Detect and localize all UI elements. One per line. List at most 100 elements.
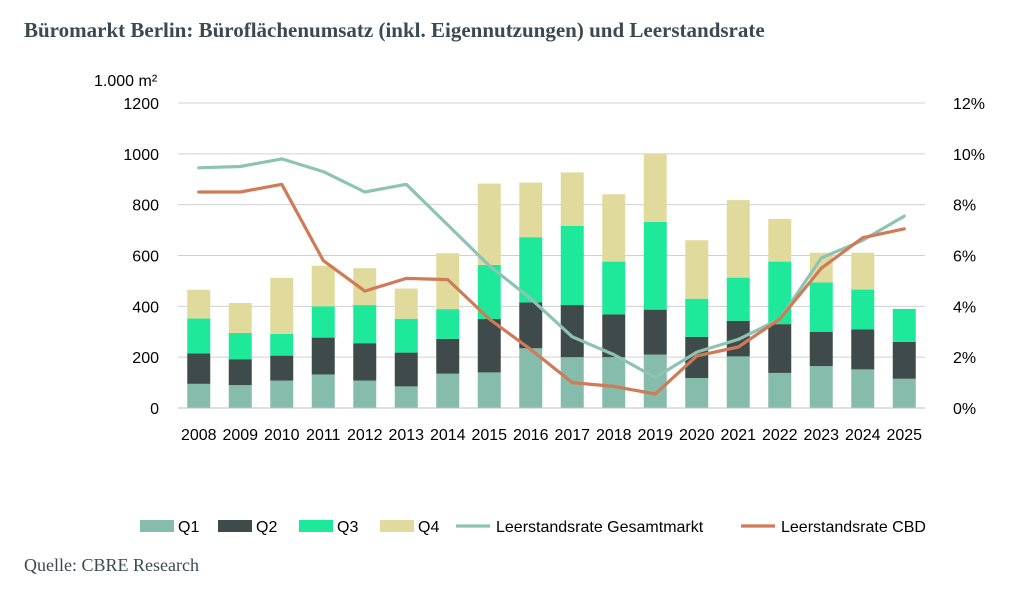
bar-q2-2010 [270, 355, 294, 381]
bar-q3-2022 [768, 261, 792, 325]
bar-q2-2025 [892, 341, 916, 379]
x-tick-label: 2024 [845, 427, 881, 444]
bar-q3-2009 [228, 333, 252, 360]
bar-q4-2017 [560, 172, 584, 226]
y-unit-label: 1.000 m² [94, 73, 158, 90]
bar-q3-2025 [892, 308, 916, 342]
bar-q4-2016 [519, 182, 543, 238]
legend-swatch [380, 520, 414, 532]
y-tick-label: 1200 [123, 96, 159, 113]
x-tick-label: 2014 [430, 427, 466, 444]
lines [197, 157, 906, 396]
bar-q1-2013 [394, 386, 418, 408]
bar-q2-2014 [436, 338, 460, 374]
bar-q1-2023 [809, 366, 833, 408]
bar-q3-2019 [643, 221, 667, 310]
y-tick-label: 1000 [123, 147, 159, 164]
y2-tick-label: 0% [953, 401, 976, 418]
source-note: Quelle: CBRE Research [24, 555, 199, 575]
y-tick-label: 200 [132, 350, 159, 367]
bar-q4-2008 [187, 289, 211, 319]
bar-q2-2011 [311, 337, 335, 375]
bar-q3-2010 [270, 333, 294, 356]
bar-q2-2012 [353, 343, 377, 381]
bar-q1-2025 [892, 378, 916, 408]
x-tick-label: 2025 [886, 427, 922, 444]
y-tick-label: 0 [150, 401, 159, 418]
legend-swatch [140, 520, 174, 532]
legend-swatch [299, 520, 333, 532]
bar-q3-2017 [560, 225, 584, 306]
bar-q3-2013 [394, 318, 418, 353]
bar-q4-2018 [602, 194, 626, 262]
bar-q3-2016 [519, 237, 543, 303]
y2-tick-label: 12% [953, 96, 985, 113]
bar-q4-2015 [477, 183, 501, 265]
x-tick-label: 2017 [554, 427, 590, 444]
legend: Q1 Q2 Q3 Q4 Leerstandsrate Gesamtmarkt Leerst… [140, 519, 926, 536]
x-tick-label: 2009 [222, 427, 258, 444]
legend-label: Leerstandsrate CBD [781, 519, 926, 536]
line-leerstandsrate-cbd [197, 182, 906, 396]
bar-q3-2023 [809, 282, 833, 332]
x-tick-label: 2016 [513, 427, 549, 444]
y2-tick-label: 4% [953, 299, 976, 316]
bar-q2-2015 [477, 319, 501, 373]
bar-q4-2021 [726, 200, 750, 278]
bar-q4-2024 [851, 252, 875, 290]
bar-q1-2022 [768, 372, 792, 408]
bar-q4-2019 [643, 153, 667, 222]
x-tick-label: 2021 [720, 427, 756, 444]
bar-q1-2012 [353, 380, 377, 408]
bar-q4-2012 [353, 268, 377, 306]
bar-q3-2008 [187, 318, 211, 354]
bar-q4-2013 [394, 288, 418, 319]
bar-q4-2022 [768, 218, 792, 262]
line-leerstandsrate-gesamtmarkt [197, 157, 906, 380]
bar-q1-2011 [311, 374, 335, 408]
bar-q2-2018 [602, 314, 626, 358]
bar-q3-2014 [436, 309, 460, 339]
x-tick-label: 2008 [181, 427, 217, 444]
y2-tick-label: 8% [953, 198, 976, 215]
y-tick-label: 400 [132, 299, 159, 316]
legend-label: Q4 [418, 519, 439, 536]
bars [187, 153, 916, 408]
bar-q1-2014 [436, 373, 460, 408]
bar-q1-2008 [187, 383, 211, 408]
bar-q2-2009 [228, 359, 252, 386]
bar-q1-2015 [477, 372, 501, 408]
y2-tick-label: 2% [953, 350, 976, 367]
bar-q3-2011 [311, 306, 335, 338]
bar-q2-2017 [560, 305, 584, 358]
bar-q3-2024 [851, 289, 875, 330]
x-tick-label: 2023 [803, 427, 839, 444]
bar-q2-2013 [394, 352, 418, 387]
bar-q1-2016 [519, 348, 543, 408]
bar-q1-2010 [270, 380, 294, 408]
y-tick-label: 800 [132, 198, 159, 215]
grid [178, 102, 925, 358]
bar-q1-2021 [726, 356, 750, 408]
axes: 0 0% 200 2% 400 4% 600 6% 800 8% 1000 10% 1200 12% 1.0… [94, 73, 985, 444]
bar-q2-2019 [643, 309, 667, 355]
bar-q3-2020 [685, 298, 709, 337]
bar-q2-2023 [809, 331, 833, 367]
bar-q4-2020 [685, 240, 709, 299]
bar-q3-2012 [353, 305, 377, 344]
bar-q2-2008 [187, 353, 211, 384]
bar-q1-2009 [228, 385, 252, 408]
y2-tick-label: 6% [953, 249, 976, 266]
bar-q4-2009 [228, 303, 252, 334]
x-tick-label: 2013 [388, 427, 424, 444]
bar-q4-2010 [270, 277, 294, 334]
bar-q3-2015 [477, 264, 501, 320]
legend-label: Q2 [256, 519, 277, 536]
bar-q3-2018 [602, 261, 626, 315]
legend-swatch [218, 520, 252, 532]
y2-tick-label: 10% [953, 147, 985, 164]
bar-q1-2018 [602, 357, 626, 408]
legend-label: Q1 [178, 519, 199, 536]
page-title: Büromarkt Berlin: Büroflächenumsatz (ink… [24, 18, 765, 42]
